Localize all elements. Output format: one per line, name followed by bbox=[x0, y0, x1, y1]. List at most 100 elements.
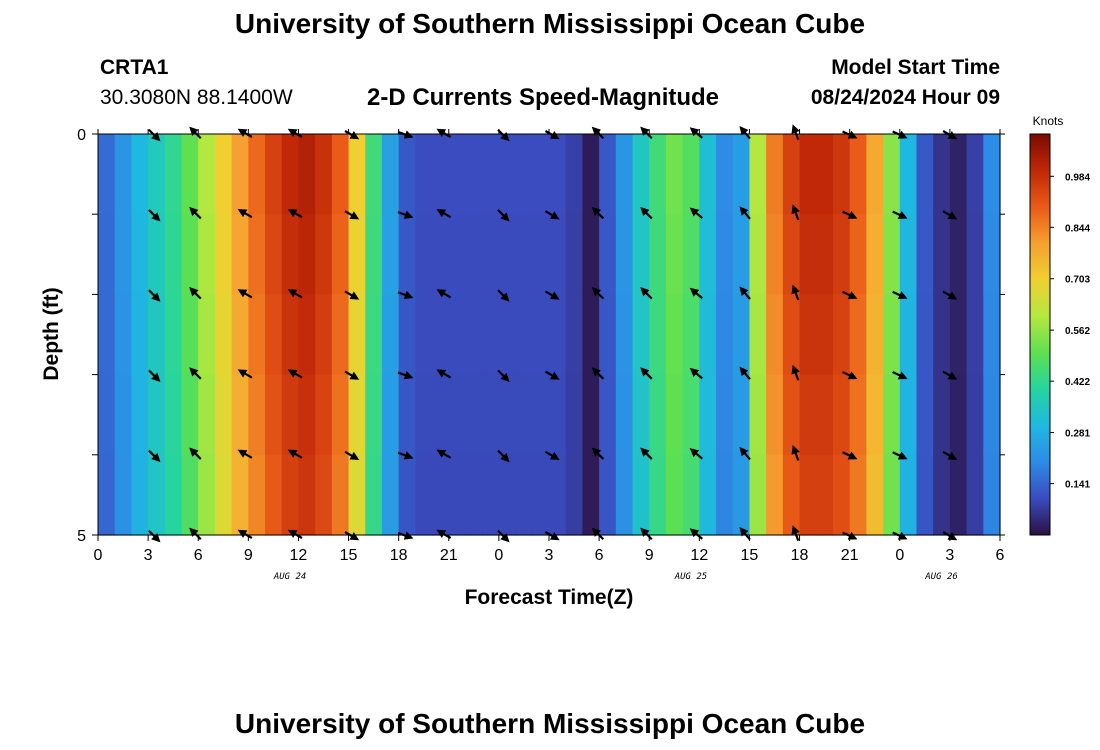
heatmap-cell bbox=[331, 134, 350, 215]
colorbar: Knots 0.141 0.281 0.422 0.562 0.703 0.844 0.98… bbox=[1029, 114, 1090, 536]
colorbar-tick-label: 0.984 bbox=[1065, 172, 1090, 183]
heatmap-cell bbox=[966, 374, 984, 456]
heatmap-cell bbox=[749, 214, 767, 295]
heatmap-cell bbox=[131, 454, 149, 536]
heatmap-cell bbox=[615, 454, 634, 536]
plot-title: 2-D Currents Speed-Magnitude bbox=[367, 84, 720, 111]
current-vector-arrow bbox=[640, 367, 653, 380]
heatmap-cell bbox=[899, 134, 918, 215]
heatmap-cell bbox=[816, 214, 834, 295]
heatmap-cell bbox=[682, 294, 700, 376]
heatmap-cell bbox=[849, 214, 867, 295]
heatmap-cell bbox=[732, 294, 751, 376]
current-vector-arrow bbox=[436, 289, 452, 299]
heatmap-cell bbox=[716, 374, 734, 456]
heatmap-cell bbox=[164, 214, 183, 295]
date-label: AUG 24 bbox=[273, 572, 307, 582]
heatmap-cell bbox=[565, 294, 583, 376]
colorbar-tick-label: 0.844 bbox=[1065, 223, 1090, 234]
heatmap-cell bbox=[432, 374, 450, 456]
current-vector-arrow bbox=[497, 209, 510, 222]
heatmap-cell bbox=[883, 294, 901, 376]
heatmap-cell bbox=[933, 454, 951, 536]
current-vector-arrow bbox=[591, 206, 605, 220]
heatmap-cells bbox=[98, 134, 1001, 536]
heatmap-cell bbox=[448, 294, 467, 376]
heatmap-cell bbox=[983, 454, 1001, 536]
heatmap-cell bbox=[933, 134, 951, 215]
heatmap-cell bbox=[599, 134, 617, 215]
heatmap-cell bbox=[148, 294, 166, 376]
heatmap-cell bbox=[114, 214, 132, 295]
heatmap-cell bbox=[799, 214, 817, 295]
current-vector-arrow bbox=[689, 287, 703, 300]
heatmap-cell bbox=[665, 294, 684, 376]
heatmap-cell bbox=[348, 134, 366, 215]
heatmap-cell bbox=[832, 294, 851, 376]
heatmap-cell bbox=[716, 214, 734, 295]
heatmap-cell bbox=[599, 454, 617, 536]
x-tick-label: 9 bbox=[244, 547, 253, 564]
heatmap-cell bbox=[298, 454, 316, 536]
heatmap-cell bbox=[498, 374, 517, 456]
heatmap-cell bbox=[949, 454, 968, 536]
heatmap-cell bbox=[231, 454, 249, 536]
heatmap-cell bbox=[949, 134, 968, 215]
heatmap-cell bbox=[966, 454, 984, 536]
heatmap-cell bbox=[866, 214, 884, 295]
heatmap-cell bbox=[432, 214, 450, 295]
heatmap-cell bbox=[198, 374, 216, 456]
heatmap-cell bbox=[214, 294, 233, 376]
heatmap-cell bbox=[933, 214, 951, 295]
current-vector-arrow bbox=[148, 449, 161, 463]
current-vector-arrow bbox=[148, 209, 161, 222]
heatmap-cell bbox=[348, 374, 366, 456]
date-label: AUG 25 bbox=[674, 572, 708, 582]
model-start-label: Model Start Time bbox=[831, 56, 1000, 79]
heatmap-cell bbox=[515, 294, 533, 376]
x-tick-label: 18 bbox=[390, 547, 408, 564]
heatmap-cell bbox=[832, 134, 851, 215]
current-vector-arrow bbox=[791, 284, 800, 301]
heatmap-cell bbox=[649, 294, 667, 376]
current-vector-arrow bbox=[287, 369, 303, 379]
heatmap-cell bbox=[699, 454, 717, 536]
heatmap-cell bbox=[164, 294, 183, 376]
heatmap-cell bbox=[148, 134, 166, 215]
heatmap-cell bbox=[231, 214, 249, 295]
heatmap-cell bbox=[281, 454, 300, 536]
current-vector-arrow bbox=[189, 206, 202, 220]
heatmap-cell bbox=[498, 134, 517, 215]
heatmap-cell bbox=[515, 134, 533, 215]
heatmap-cell bbox=[716, 454, 734, 536]
heatmap-cell bbox=[248, 214, 266, 295]
heatmap-cell bbox=[983, 214, 1001, 295]
heatmap-cell bbox=[448, 134, 467, 215]
heatmap-cell bbox=[231, 134, 249, 215]
heatmap-cell bbox=[365, 454, 383, 536]
heatmap-cell bbox=[849, 374, 867, 456]
heatmap-cell bbox=[782, 134, 801, 215]
heatmap-cell bbox=[198, 294, 216, 376]
heatmap-cell bbox=[331, 214, 350, 295]
heatmap-cell bbox=[732, 374, 751, 456]
current-vector-arrow bbox=[397, 371, 414, 380]
current-vector-arrow bbox=[436, 369, 452, 379]
heatmap-cell bbox=[198, 134, 216, 215]
heatmap-cell bbox=[665, 454, 684, 536]
heatmap-cell bbox=[448, 374, 467, 456]
heatmap-cell bbox=[98, 294, 116, 376]
heatmap-cell bbox=[114, 134, 132, 215]
page-title: University of Southern Mississippi Ocean… bbox=[234, 8, 866, 39]
heatmap-cell bbox=[432, 294, 450, 376]
heatmap-cell bbox=[665, 374, 684, 456]
heatmap-cell bbox=[665, 134, 684, 215]
heatmap-cell bbox=[281, 294, 300, 376]
heatmap-cell bbox=[265, 294, 283, 376]
heatmap-cell bbox=[649, 374, 667, 456]
heatmap-cell bbox=[966, 134, 984, 215]
current-vector-arrow bbox=[739, 366, 751, 380]
heatmap-cell bbox=[949, 294, 968, 376]
